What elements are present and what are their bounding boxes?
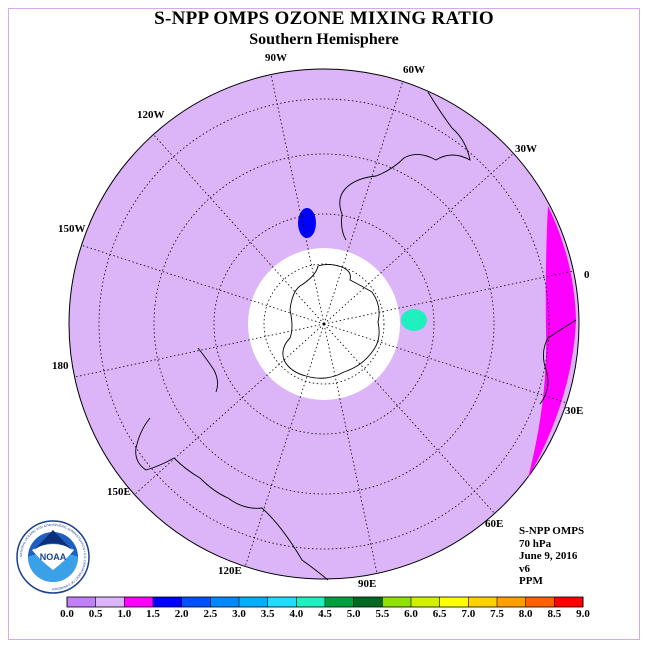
colorbar-segment-0 [67,597,96,607]
meridian-8 [134,323,325,495]
lon-label-120w: 120W [137,109,165,121]
colorbar-segment-10 [353,597,383,607]
lon-label-30w: 30W [515,143,537,155]
page-title: S-NPP OMPS OZONE MIXING RATIO [154,8,494,29]
colorbar-segment-16 [525,597,555,607]
colorbar-segment-6 [239,597,268,607]
lon-label-150e: 150E [107,486,131,498]
colorbar-tick-label: 2.0 [174,608,189,620]
meridian-3 [323,270,574,325]
lon-label-60e: 60E [485,518,504,530]
meridian-0 [270,74,325,325]
parallel-1 [213,213,435,435]
info-instrument: S-NPP OMPS [519,525,585,537]
lon-label-90w: 90W [265,52,287,64]
colorbar-tick-label: 5.0 [346,608,361,620]
colorbar-segment-13 [439,597,469,607]
colorbar-tick-label: 3.0 [232,608,246,620]
colorbar-tick-label: 1.0 [117,608,132,620]
colorbar-tick-label: 1.5 [146,608,160,620]
pole-marker [322,322,326,326]
page-subtitle: Southern Hemisphere [249,31,399,48]
colorbar-tick-label: 4.5 [318,608,332,620]
colorbar-segment-8 [296,597,326,607]
colorbar-tick-label: 7.5 [490,608,504,620]
colorbar-tick-label: 8.5 [547,608,562,620]
colorbar-segment-7 [267,597,297,607]
australia-outline [135,417,329,581]
colorbar-segment-2 [124,597,154,607]
colorbar-segment-11 [382,597,412,607]
meridian-10 [81,244,325,325]
colorbar-segment-17 [554,597,584,607]
lon-label-60w: 60W [403,64,425,76]
meridian-6 [323,323,378,574]
blob-high [401,309,427,331]
antarctica-outline [282,263,380,379]
lon-label-120e: 120E [218,565,242,577]
meridian-2 [323,153,514,325]
colorbar-tick-label: 6.0 [404,608,418,620]
parallel-3 [98,98,550,550]
meridian-1 [323,81,404,325]
colorbar-segment-14 [468,597,498,607]
lon-label-30e: 30E [565,405,584,417]
colorbar-segment-12 [411,597,440,607]
colorbar-segment-5 [210,597,240,607]
meridian-5 [323,323,495,514]
colorbar-tick-label: 5.5 [375,608,390,620]
logo-text: NOAA [40,552,67,562]
meridian-4 [323,323,567,404]
meridian-7 [244,323,325,567]
colorbar-tick-label: 4.0 [289,608,304,620]
parallel-0 [263,263,385,385]
colorbar-tick-label: 8.0 [518,608,533,620]
plot-frame [8,8,640,640]
colorbar-tick-label: 3.5 [260,608,275,620]
noaa-logo-icon: NOAA NATIONAL OCEANIC AND ATMOSPHERIC AD… [16,520,90,594]
colorbar-segment-1 [95,597,125,607]
lon-label-0: 0 [584,269,590,281]
colorbar-tick-label: 6.5 [432,608,447,620]
colorbar-tick-label: 2.5 [203,608,218,620]
africa-outline [539,319,577,405]
colorbar-tick-label: 9.0 [576,608,590,620]
colorbar-segment-9 [325,597,354,607]
colorbar-tick-label: 0.0 [60,608,74,620]
parallel-2 [153,153,495,495]
meridian-11 [153,134,325,325]
colorbar-tick-label: 7.0 [461,608,476,620]
band-1.0-edge [528,206,576,478]
lon-label-180: 180 [52,360,69,372]
info-date: June 9, 2016 [519,550,578,562]
south-america-outline [339,91,471,241]
blob-low [298,208,316,238]
lon-label-150w: 150W [58,223,86,235]
lon-label-90e: 90E [358,578,377,590]
colorbar-segment-4 [181,597,211,607]
info-level: 70 hPa [519,537,552,550]
info-version: v6 [519,562,530,575]
colorbar-segment-3 [153,597,182,607]
colorbar-tick-label: 0.5 [88,608,103,620]
info-units: PPM [519,575,543,587]
colorbar-segment-15 [497,597,526,607]
new-zealand-outline [197,347,219,393]
info-block: S-NPP OMPS 70 hPa June 9, 2016 v6 PPM [519,525,584,588]
meridian-9 [74,323,325,378]
